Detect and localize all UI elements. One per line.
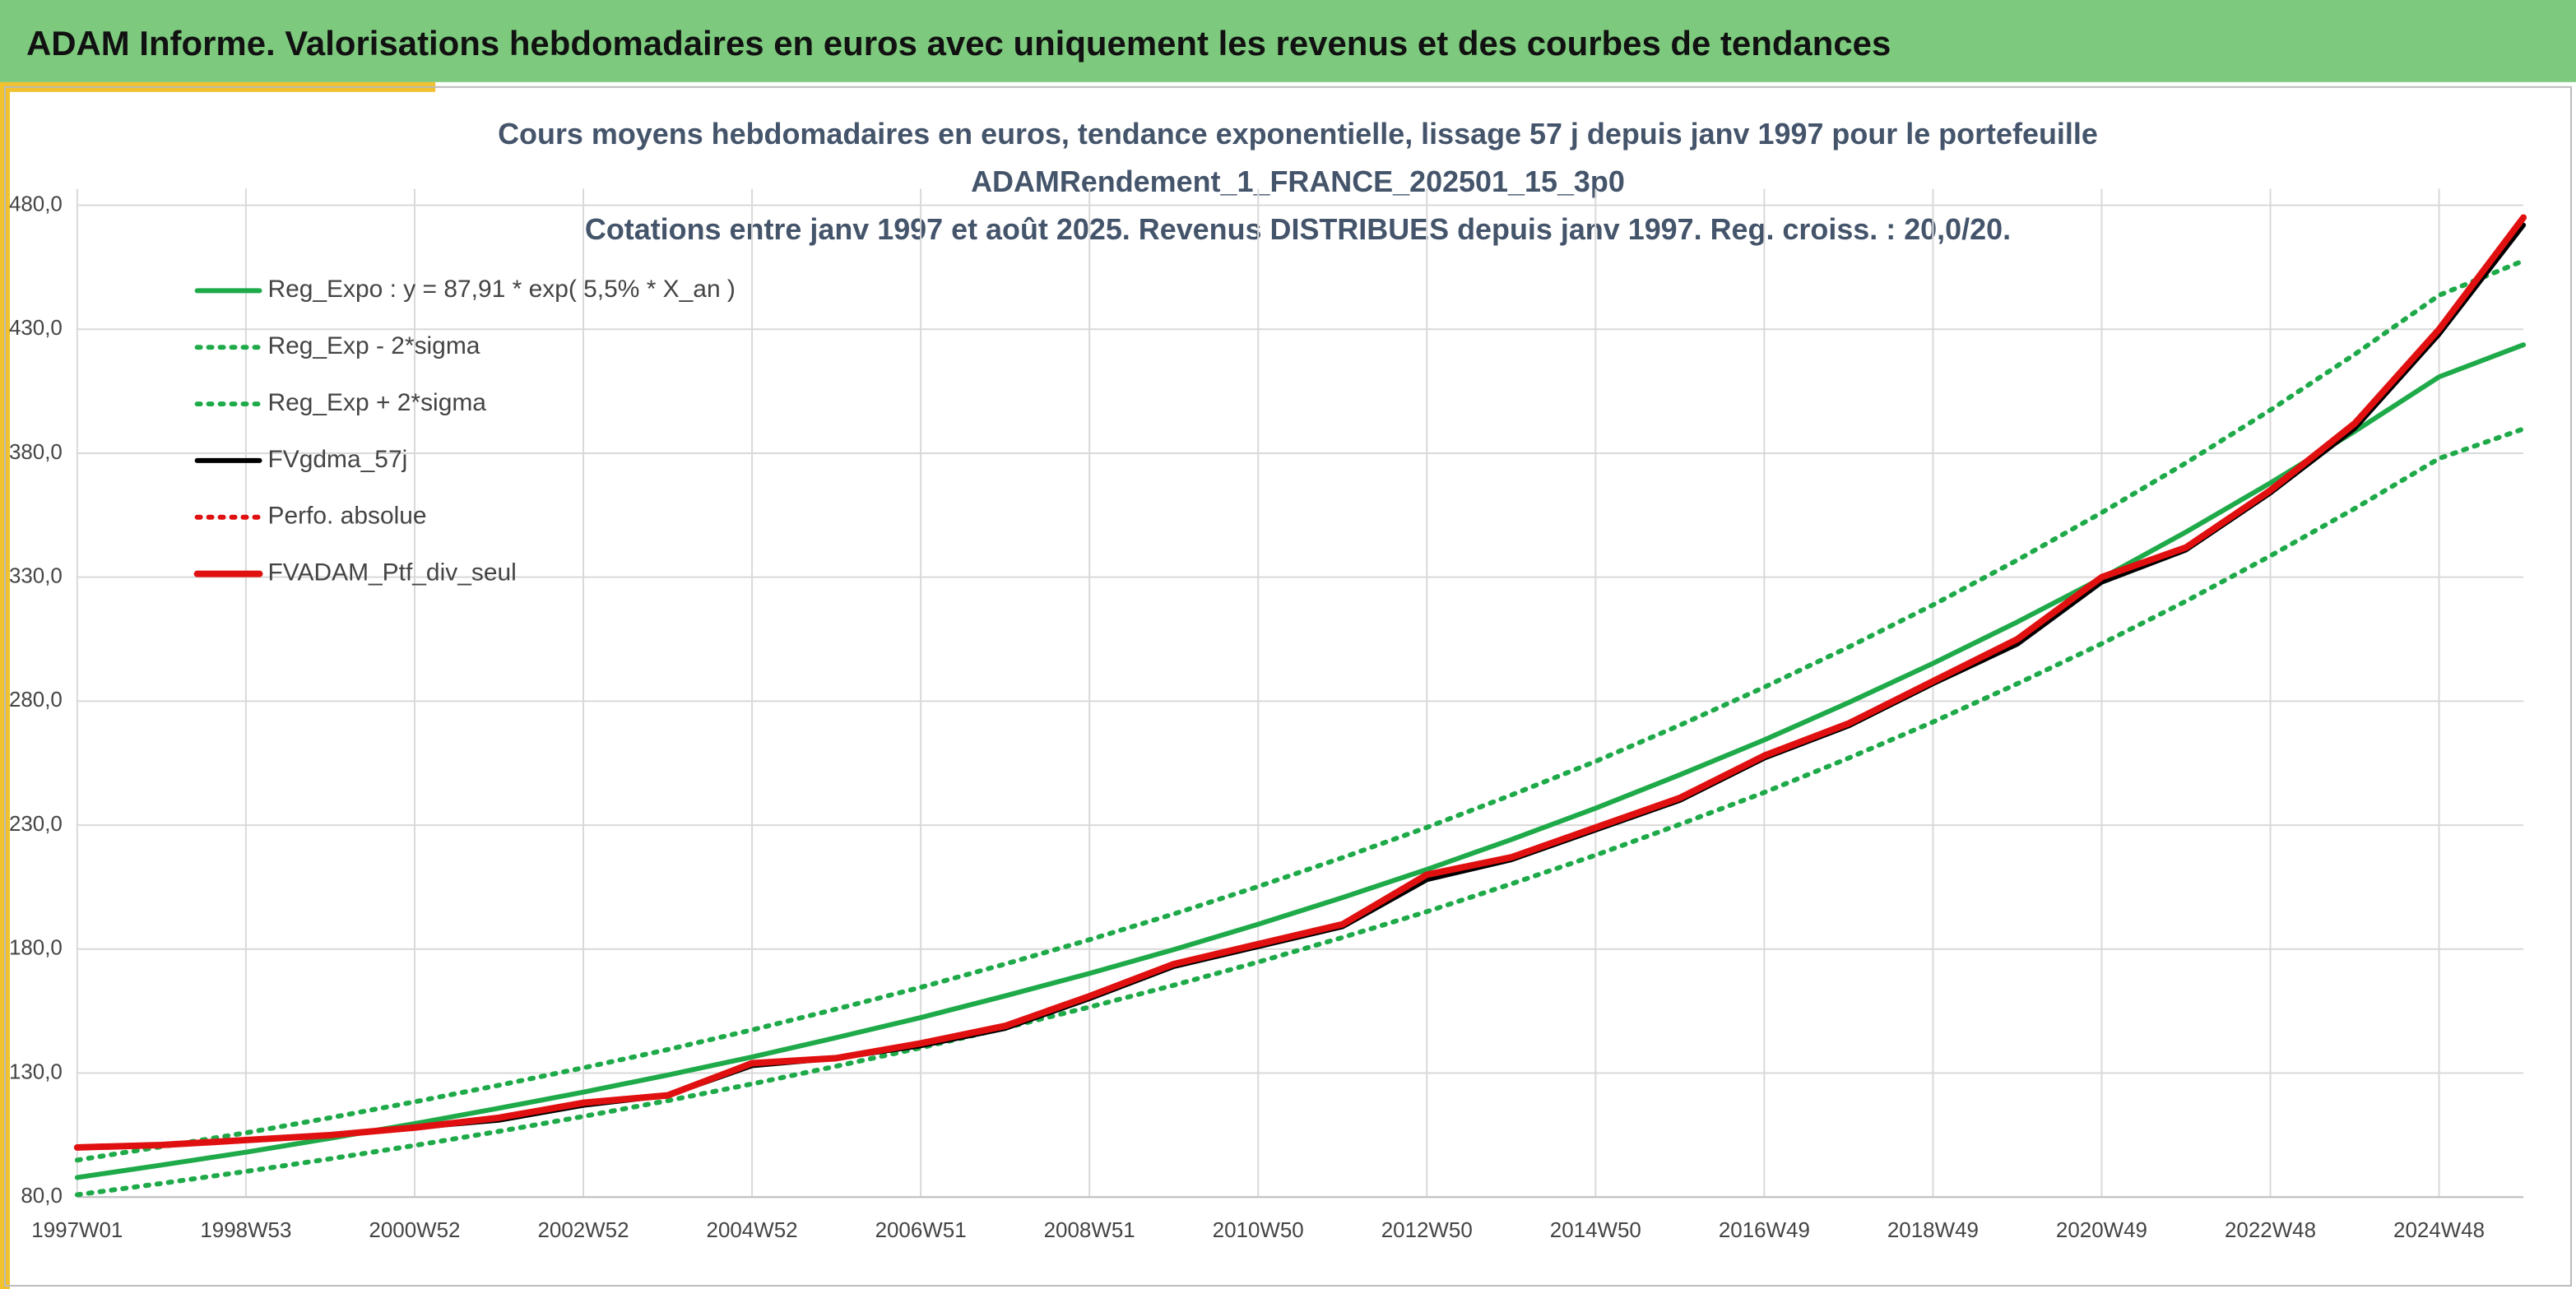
legend-label: Reg_Exp + 2*sigma xyxy=(267,389,486,416)
y-tick-label: 330,0 xyxy=(9,565,63,588)
legend-label: Perfo. absolue xyxy=(267,503,426,530)
series-line xyxy=(73,214,2527,1151)
y-tick-label: 230,0 xyxy=(9,813,63,836)
x-tick-label: 2016W49 xyxy=(1719,1219,1810,1242)
x-tick-label: 2004W52 xyxy=(707,1219,798,1242)
x-tick-label: 2010W50 xyxy=(1213,1219,1304,1242)
chart-title: ADAMRendement_1_FRANCE_202501_15_3p0 xyxy=(971,165,1625,198)
y-tick-label: 130,0 xyxy=(9,1060,63,1083)
x-tick-label: 2014W50 xyxy=(1550,1219,1641,1242)
legend-label: Reg_Expo : y = 87,91 * exp( 5,5% * X_an … xyxy=(267,276,735,303)
x-tick-label: 1998W53 xyxy=(200,1219,291,1242)
y-tick-label: 80,0 xyxy=(21,1185,62,1208)
series-line xyxy=(74,257,2527,1163)
header-title: ADAM Informe. Valorisations hebdomadaire… xyxy=(26,24,1891,63)
x-tick-label: 2020W49 xyxy=(2056,1219,2147,1242)
x-tick-label: 2008W51 xyxy=(1044,1219,1135,1242)
legend-label: FVgdma_57j xyxy=(267,446,407,473)
y-tick-label: 480,0 xyxy=(9,192,63,216)
legend-label: FVADAM_Ptf_div_seul xyxy=(267,559,516,587)
x-tick-label: 1997W01 xyxy=(31,1219,123,1242)
y-tick-label: 280,0 xyxy=(9,689,63,712)
y-tick-label: 180,0 xyxy=(9,937,63,960)
chart-title: Cotations entre janv 1997 et août 2025. … xyxy=(585,212,2011,246)
chart-title: Cours moyens hebdomadaires en euros, ten… xyxy=(498,117,2098,151)
frame xyxy=(3,86,2573,1287)
series-line xyxy=(74,426,2527,1198)
legend-label: Reg_Exp - 2*sigma xyxy=(267,332,480,359)
x-tick-label: 2000W52 xyxy=(369,1219,460,1242)
x-tick-label: 2002W52 xyxy=(537,1219,629,1242)
x-tick-label: 2006W51 xyxy=(875,1219,967,1242)
x-tick-label: 2012W50 xyxy=(1381,1219,1473,1242)
x-tick-label: 2024W48 xyxy=(2393,1219,2485,1242)
header-bar xyxy=(0,0,2576,82)
y-tick-label: 430,0 xyxy=(9,317,63,340)
x-tick-label: 2022W48 xyxy=(2225,1219,2316,1242)
x-tick-label: 2018W49 xyxy=(1887,1219,1979,1242)
y-tick-label: 380,0 xyxy=(9,441,63,464)
